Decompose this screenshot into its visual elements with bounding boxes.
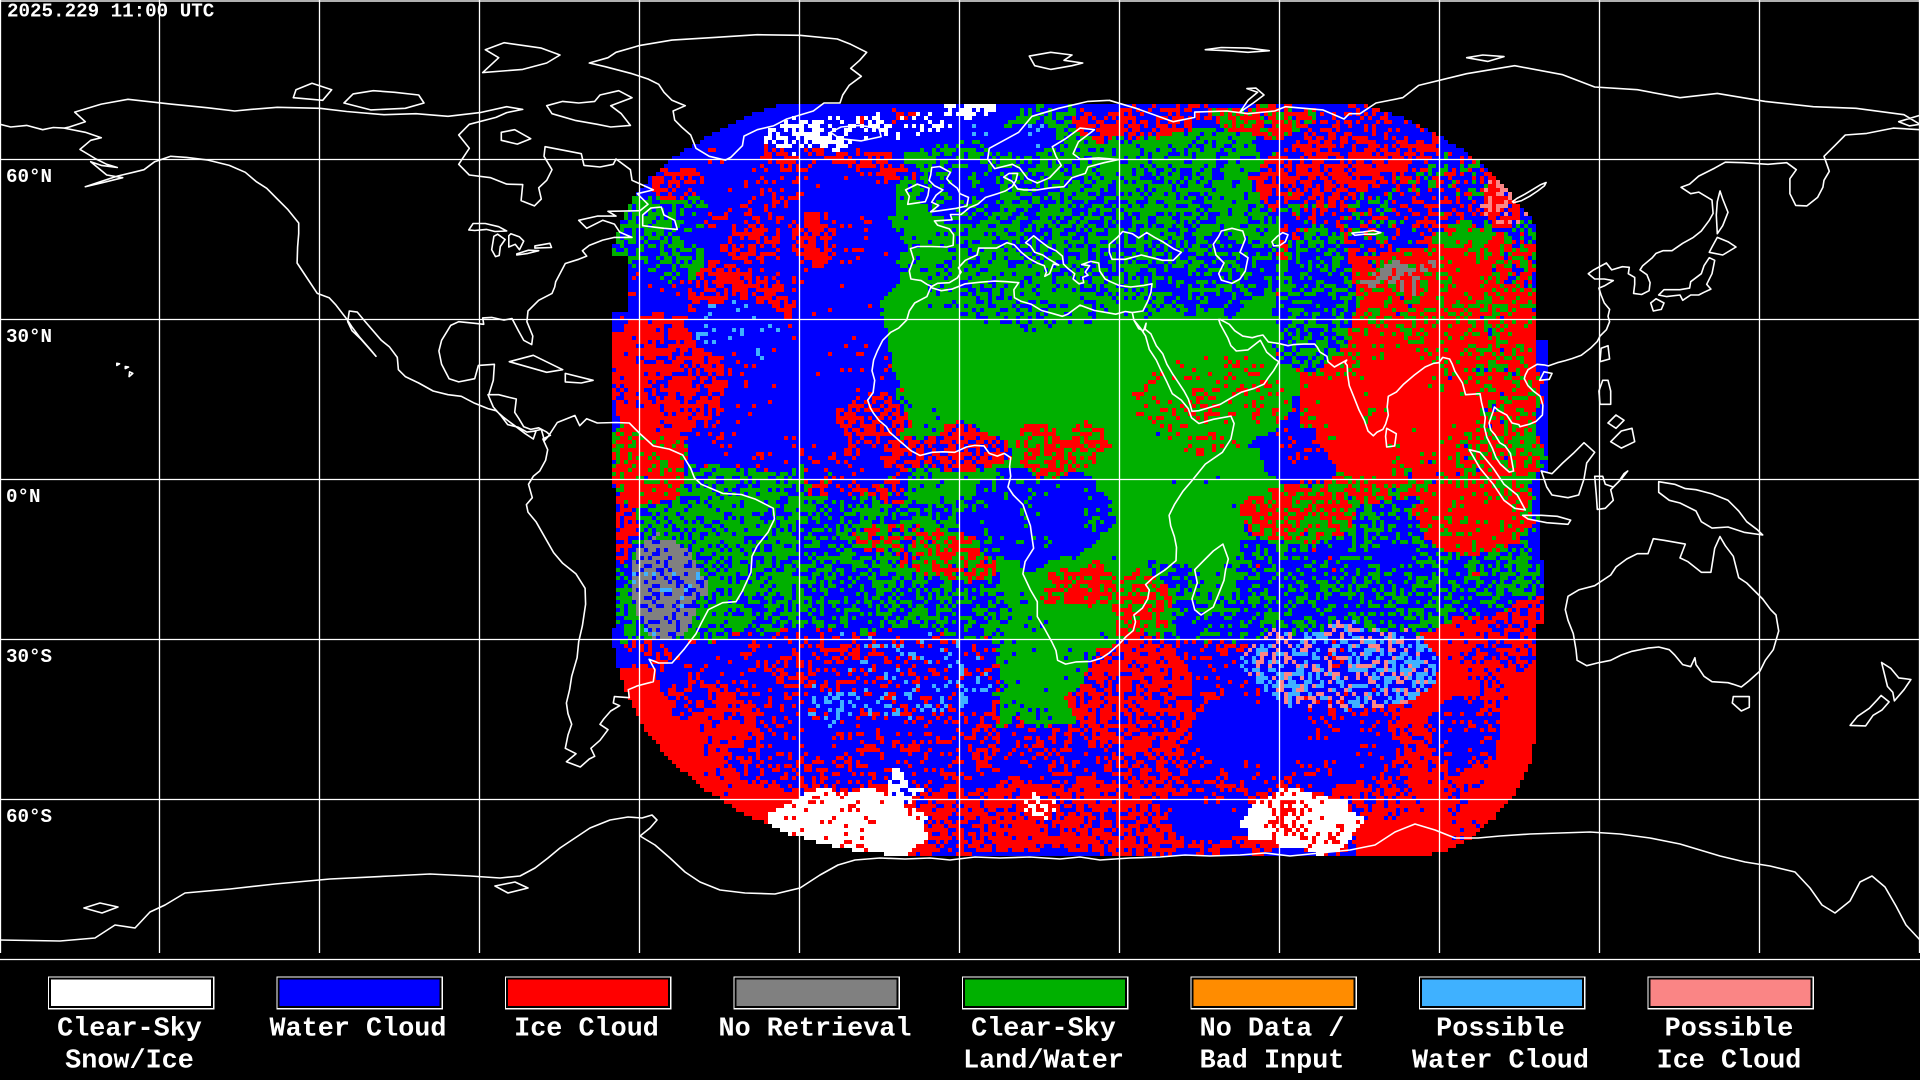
svg-text:0°N: 0°N — [6, 486, 41, 508]
svg-text:Water Cloud: Water Cloud — [270, 1015, 447, 1045]
svg-text:2025.229 11:00 UTC: 2025.229 11:00 UTC — [7, 1, 214, 23]
svg-text:Land/Water: Land/Water — [963, 1047, 1124, 1077]
svg-text:Clear-Sky: Clear-Sky — [971, 1015, 1116, 1045]
svg-text:Possible: Possible — [1665, 1015, 1794, 1045]
svg-text:60°N: 60°N — [6, 166, 52, 188]
svg-text:Water Cloud: Water Cloud — [1412, 1047, 1589, 1077]
svg-text:Snow/Ice: Snow/Ice — [65, 1047, 194, 1077]
svg-text:Ice Cloud: Ice Cloud — [514, 1015, 659, 1045]
svg-text:30°S: 30°S — [6, 646, 52, 668]
svg-text:Possible: Possible — [1436, 1015, 1565, 1045]
svg-text:Bad Input: Bad Input — [1200, 1047, 1345, 1077]
svg-text:No Retrieval: No Retrieval — [719, 1015, 912, 1045]
svg-text:No Data /: No Data / — [1200, 1015, 1345, 1045]
svg-text:Ice Cloud: Ice Cloud — [1657, 1047, 1802, 1077]
svg-text:30°N: 30°N — [6, 326, 52, 348]
svg-text:60°S: 60°S — [6, 806, 52, 828]
svg-text:Clear-Sky: Clear-Sky — [57, 1015, 202, 1045]
